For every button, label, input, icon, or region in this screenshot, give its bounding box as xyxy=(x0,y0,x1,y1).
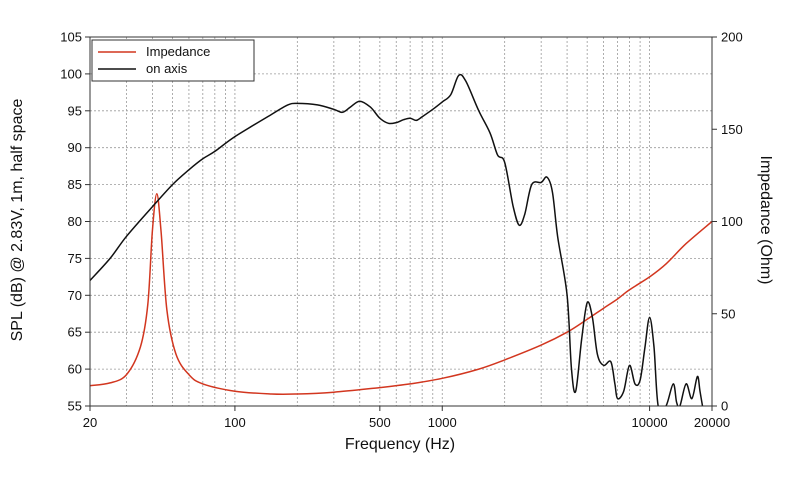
x-tick-label: 100 xyxy=(224,415,246,430)
y-left-tick-label: 75 xyxy=(68,251,82,266)
legend-label-on-axis: on axis xyxy=(146,61,188,76)
legend-label-impedance: Impedance xyxy=(146,44,210,59)
y-left-axis-ticks: 55 60 65 70 75 80 85 90 95 100 105 xyxy=(60,30,90,414)
y-right-tick-label: 200 xyxy=(721,30,743,45)
y-left-tick-label: 55 xyxy=(68,399,82,414)
y-left-tick-label: 85 xyxy=(68,177,82,192)
series-line-impedance xyxy=(90,193,712,396)
y-right-tick-label: 50 xyxy=(721,306,735,321)
y-left-tick-label: 80 xyxy=(68,214,82,229)
y-left-tick-label: 60 xyxy=(68,362,82,377)
x-tick-label: 500 xyxy=(369,415,391,430)
grid xyxy=(90,37,712,406)
x-axis-title: Frequency (Hz) xyxy=(345,436,455,453)
y-left-tick-label: 95 xyxy=(68,103,82,118)
legend-box xyxy=(91,39,255,82)
x-tick-label: 10000 xyxy=(632,415,668,430)
y-right-tick-label: 150 xyxy=(721,122,743,137)
series-line-on-axis xyxy=(90,73,704,406)
y-right-tick-label: 100 xyxy=(721,214,743,229)
legend: Impedance on axis xyxy=(91,39,255,82)
x-tick-label: 20 xyxy=(83,415,97,430)
x-tick-label: 1000 xyxy=(428,415,457,430)
y-left-axis-title: SPL (dB) @ 2.83V, 1m, half space xyxy=(9,99,26,342)
y-right-tick-label: 0 xyxy=(721,399,728,414)
y-left-tick-label: 70 xyxy=(68,288,82,303)
y-left-tick-label: 65 xyxy=(68,325,82,340)
series-layer xyxy=(90,73,712,406)
y-left-tick-label: 105 xyxy=(60,30,82,45)
y-left-tick-label: 90 xyxy=(68,140,82,155)
y-right-axis-ticks: 0 50 100 150 200 xyxy=(712,30,743,414)
x-tick-label: 20000 xyxy=(694,415,730,430)
y-right-axis-title: Impedance (Ohm) xyxy=(757,156,774,285)
x-axis-ticks: 20 100 500 1000 10000 20000 xyxy=(83,406,730,430)
y-left-tick-label: 100 xyxy=(60,66,82,81)
